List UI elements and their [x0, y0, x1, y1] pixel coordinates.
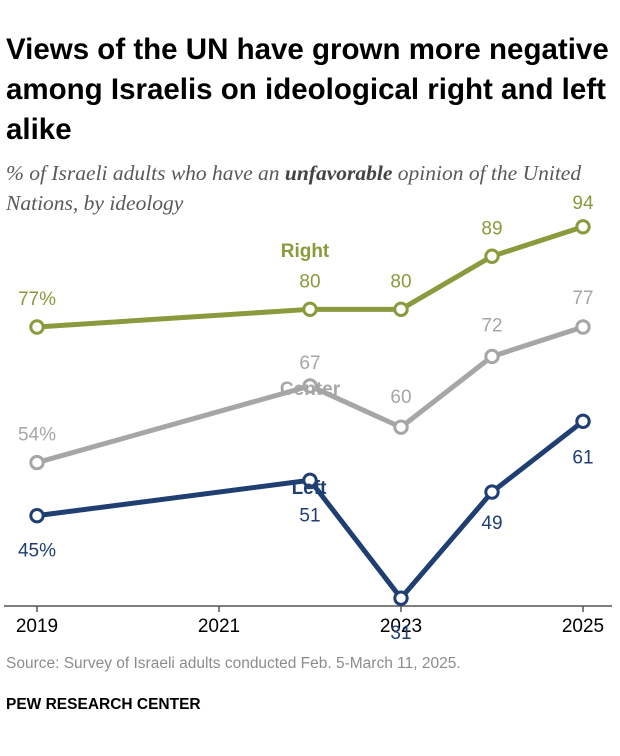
data-label-right: 80 — [390, 271, 411, 292]
series-label-right: Right — [281, 241, 330, 262]
data-label-right: 89 — [481, 218, 502, 239]
data-point-right — [484, 248, 500, 264]
data-label-center: 60 — [390, 387, 411, 408]
data-point-center — [302, 378, 318, 394]
subtitle-start: % of Israeli adults who have an — [6, 161, 285, 185]
data-point-left — [484, 484, 500, 500]
data-label-center: 54% — [18, 425, 56, 446]
data-point-right — [29, 319, 45, 335]
series-label-center: Center — [280, 379, 341, 400]
data-label-right: 94 — [572, 193, 594, 214]
data-point-center — [575, 319, 591, 335]
x-tick-label: 2025 — [562, 616, 604, 637]
x-tick-label: 2021 — [198, 616, 240, 637]
data-point-right — [302, 301, 318, 318]
subtitle-end: opinion of the United Nations, by ideolo… — [6, 161, 582, 215]
data-point-center — [393, 419, 409, 435]
x-tick-label: 2023 — [380, 616, 422, 637]
data-label-left: 51 — [299, 505, 320, 526]
subtitle-emphasis: unfavorable — [284, 161, 393, 185]
data-label-right: 80 — [299, 271, 320, 292]
chart-subtitle: % of Israeli adults who have an unfavora… — [6, 158, 616, 218]
data-label-center: 67 — [299, 353, 320, 374]
series-label-left: Left — [292, 478, 328, 499]
data-label-right: 77% — [18, 289, 56, 310]
line-chart: 2019 2021 2023 2025 77% 80 80 89 94 Right 54% 67 60 7… — [4, 193, 612, 644]
x-tick-label: 2019 — [16, 616, 58, 637]
data-point-left — [575, 413, 591, 430]
data-point-left — [29, 507, 45, 524]
data-point-center — [484, 348, 500, 365]
data-point-right — [393, 301, 409, 318]
data-label-left: 61 — [572, 447, 593, 468]
data-label-left: 49 — [481, 513, 502, 534]
data-point-left — [302, 472, 318, 488]
source-note: Source: Survey of Israeli adults conduct… — [6, 655, 461, 672]
data-label-center: 72 — [481, 315, 502, 336]
chart-title: Views of the UN have grown more negative… — [6, 33, 609, 146]
data-label-left: 31 — [390, 623, 411, 644]
data-point-left — [393, 590, 409, 606]
data-label-center: 77 — [572, 288, 593, 309]
data-point-center — [29, 454, 45, 471]
brand-name: PEW RESEARCH CENTER — [6, 696, 201, 713]
data-label-left: 45% — [18, 541, 56, 562]
data-point-right — [575, 219, 591, 235]
